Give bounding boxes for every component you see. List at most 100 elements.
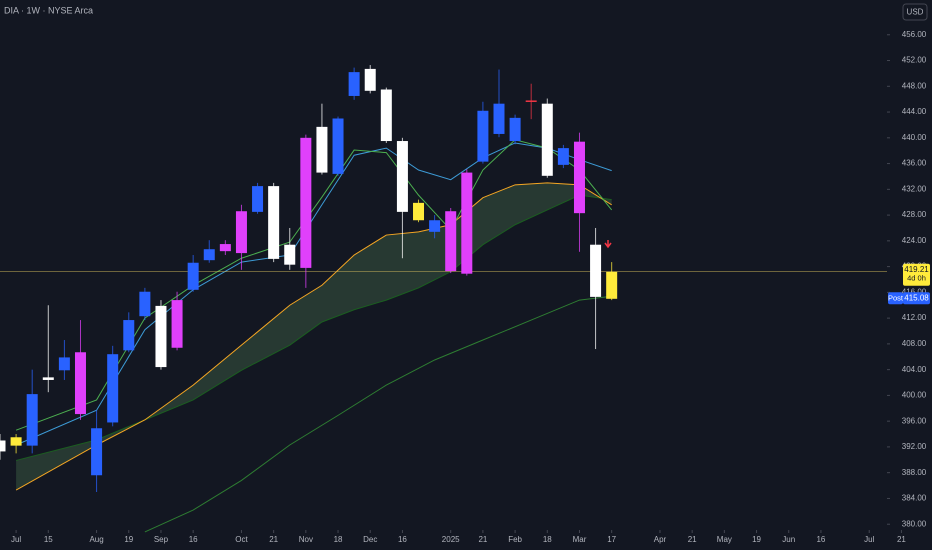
x-tick-label: Nov xyxy=(299,535,313,544)
countdown-label: 4d 0h xyxy=(907,274,926,283)
candle-body xyxy=(219,244,231,252)
x-tick-label: 15 xyxy=(44,535,53,544)
x-tick-label: 16 xyxy=(398,535,407,544)
candle-body xyxy=(541,103,553,176)
moving-average xyxy=(15,182,612,491)
y-tick-label: 440.00 xyxy=(902,133,927,142)
candle-body xyxy=(300,137,312,268)
candle-body xyxy=(477,110,489,162)
candle-body xyxy=(74,352,86,415)
x-tick-label: Jul xyxy=(11,535,21,544)
candle-body xyxy=(590,244,602,297)
plot-area xyxy=(0,65,887,533)
y-tick-label: 412.00 xyxy=(902,313,927,322)
x-tick-label: 21 xyxy=(478,535,487,544)
x-tick-label: Jul xyxy=(864,535,874,544)
candle-body xyxy=(413,202,425,221)
candle-body xyxy=(171,300,183,348)
last-price-tag xyxy=(903,263,930,286)
y-tick-label: 448.00 xyxy=(902,81,927,90)
candle-body xyxy=(445,211,457,272)
y-tick-label: 424.00 xyxy=(902,236,927,245)
post-tag xyxy=(888,292,903,305)
x-tick-label: 21 xyxy=(269,535,278,544)
candle-body xyxy=(429,220,441,232)
candle-body xyxy=(252,186,264,212)
candle-body xyxy=(187,262,199,290)
post-price-tag xyxy=(903,292,930,305)
x-tick-label: 21 xyxy=(688,535,697,544)
post-tag-label: Post xyxy=(888,293,904,302)
candle-body xyxy=(58,357,70,371)
candle-body xyxy=(107,354,119,423)
candle-body xyxy=(203,249,215,261)
y-tick-label: 396.00 xyxy=(902,416,927,425)
y-tick-label: 400.00 xyxy=(902,391,927,400)
y-tick-label: 452.00 xyxy=(902,56,927,65)
candle-body xyxy=(364,68,376,91)
candle-body xyxy=(155,305,167,368)
candle-body xyxy=(509,117,521,142)
y-tick-label: 428.00 xyxy=(902,210,927,219)
candle-body xyxy=(573,141,585,214)
x-tick-label: 21 xyxy=(897,535,906,544)
candle-body xyxy=(123,320,135,351)
signal-arrow xyxy=(604,240,612,249)
x-tick-label: Dec xyxy=(363,535,377,544)
y-tick-label: 380.00 xyxy=(902,519,927,528)
candle-body xyxy=(332,118,344,174)
moving-average xyxy=(15,139,613,431)
x-tick-label: 18 xyxy=(334,535,343,544)
candle-body xyxy=(10,437,22,446)
candle-body xyxy=(606,271,618,299)
x-tick-label: 19 xyxy=(752,535,761,544)
last-price-label: 419.21 xyxy=(904,265,929,274)
candle-body xyxy=(525,100,537,102)
x-tick-label: 19 xyxy=(124,535,133,544)
y-tick-label: 444.00 xyxy=(902,107,927,116)
candle-body xyxy=(235,211,247,254)
y-tick-label: 388.00 xyxy=(902,468,927,477)
candle-body xyxy=(0,440,6,452)
candle-body xyxy=(557,148,569,165)
y-tick-label: 456.00 xyxy=(902,30,927,39)
candle-body xyxy=(91,428,103,476)
x-tick-label: May xyxy=(717,535,732,544)
candle-body xyxy=(268,186,280,259)
currency-button[interactable] xyxy=(902,3,928,21)
y-tick-label: 416.00 xyxy=(902,287,927,296)
x-tick-label: Aug xyxy=(89,535,103,544)
y-tick-label: 408.00 xyxy=(902,339,927,348)
candle-body xyxy=(139,291,151,317)
x-tick-label: Apr xyxy=(654,535,667,544)
chart-title: DIA · 1W · NYSE Arca xyxy=(4,5,93,15)
candle-body xyxy=(493,103,505,134)
x-tick-label: 16 xyxy=(816,535,825,544)
moving-average xyxy=(144,295,612,533)
candle-body xyxy=(380,89,392,142)
y-tick-label: 404.00 xyxy=(902,365,927,374)
candle-body xyxy=(461,172,473,274)
x-tick-label: Jun xyxy=(782,535,795,544)
x-tick-label: 2025 xyxy=(442,535,460,544)
y-tick-label: 384.00 xyxy=(902,494,927,503)
post-price-label: 415.08 xyxy=(904,293,929,302)
x-tick-label: 17 xyxy=(607,535,616,544)
candle-body xyxy=(26,394,38,446)
candle-body xyxy=(396,141,408,212)
candle-body xyxy=(284,244,296,265)
x-tick-label: 16 xyxy=(189,535,198,544)
x-tick-label: Sep xyxy=(154,535,169,544)
candle-body xyxy=(348,72,360,96)
x-tick-label: Mar xyxy=(573,535,587,544)
candle-body xyxy=(316,126,328,173)
y-tick-label: 432.00 xyxy=(902,184,927,193)
moving-average xyxy=(15,194,612,461)
x-tick-label: Feb xyxy=(508,535,522,544)
x-tick-label: Oct xyxy=(235,535,248,544)
y-tick-label: 392.00 xyxy=(902,442,927,451)
currency-label[interactable]: USD xyxy=(907,8,924,17)
